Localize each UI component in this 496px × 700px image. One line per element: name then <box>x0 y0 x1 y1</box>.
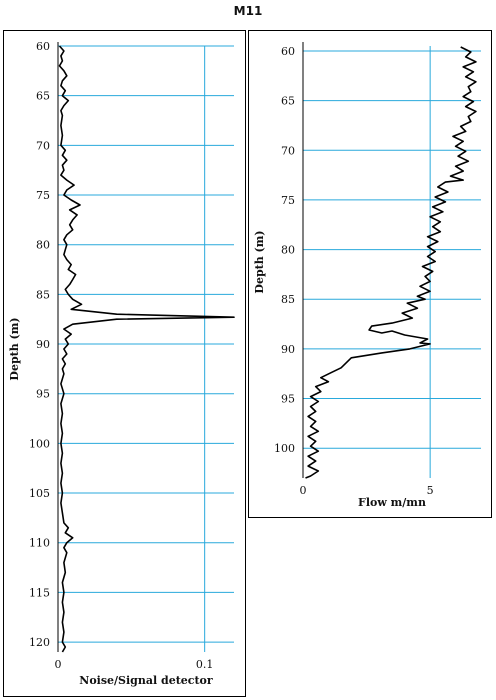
y-tick-label: 105 <box>29 487 50 500</box>
y-tick-label: 100 <box>29 437 50 450</box>
y-tick-label: 85 <box>281 293 295 306</box>
y-tick-label: 100 <box>274 442 295 455</box>
x-tick-label: 0 <box>55 658 62 671</box>
y-tick-label: 80 <box>36 239 50 252</box>
chart-title: M11 <box>233 4 263 18</box>
y-tick-label: 60 <box>36 40 50 53</box>
y-tick-label: 85 <box>36 288 50 301</box>
x-axis-label: Flow m/mn <box>358 496 426 509</box>
noise-signal-chart: 60 65 70 75 80 85 90 95 100 105 110 115 120 0 0.1 Noise… <box>8 40 235 687</box>
y-axis-label: Depth (m) <box>253 230 266 293</box>
noise-signal-series-line <box>58 45 235 653</box>
y-tick-label: 60 <box>281 45 295 58</box>
flow-series-line <box>305 46 477 479</box>
noise-signal-panel: 60 65 70 75 80 85 90 95 100 105 110 115 120 0 0.1 Noise… <box>3 30 246 697</box>
y-tick-label: 70 <box>36 139 50 152</box>
y-tick-label: 80 <box>281 244 295 257</box>
y-tick-label: 90 <box>281 343 295 356</box>
y-tick-label: 75 <box>36 189 50 202</box>
y-tick-label: 110 <box>29 537 50 550</box>
y-tick-label: 90 <box>36 338 50 351</box>
y-tick-label: 115 <box>29 586 50 599</box>
y-tick-label: 120 <box>29 636 50 649</box>
y-axis-label: Depth (m) <box>8 317 21 380</box>
y-tick-label: 65 <box>281 95 295 108</box>
flow-panel: 60 65 70 75 80 85 90 95 100 0 5 Flow m/mn Depth (m) <box>248 30 492 518</box>
y-tick-label: 75 <box>281 194 295 207</box>
x-tick-label: 0 <box>300 484 307 497</box>
y-tick-label: 95 <box>281 393 295 406</box>
y-tick-label: 95 <box>36 388 50 401</box>
x-tick-label: 0.1 <box>196 658 214 671</box>
y-tick-label: 70 <box>281 144 295 157</box>
y-tick-label: 65 <box>36 90 50 103</box>
x-tick-label: 5 <box>427 484 434 497</box>
x-axis-label: Noise/Signal detector <box>79 674 213 687</box>
